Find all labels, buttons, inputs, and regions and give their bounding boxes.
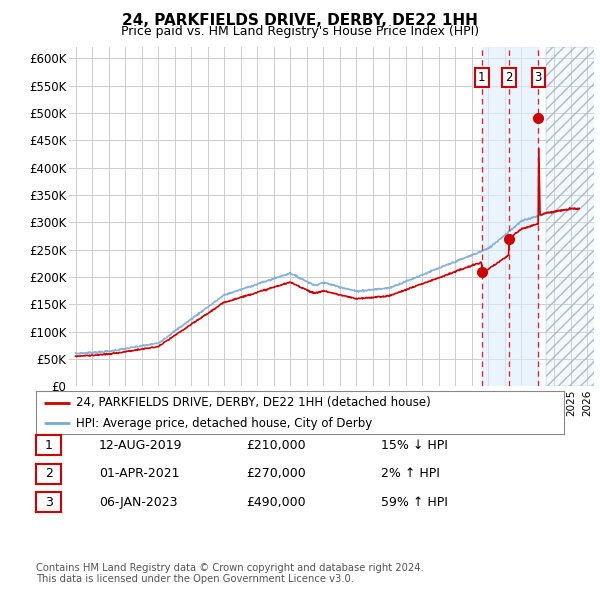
Text: 1: 1	[44, 439, 53, 452]
Text: 1: 1	[478, 71, 485, 84]
Text: 3: 3	[44, 496, 53, 509]
Text: 2: 2	[44, 467, 53, 480]
Text: 06-JAN-2023: 06-JAN-2023	[99, 496, 178, 509]
Text: 3: 3	[535, 71, 542, 84]
Text: Price paid vs. HM Land Registry's House Price Index (HPI): Price paid vs. HM Land Registry's House …	[121, 25, 479, 38]
Text: £270,000: £270,000	[246, 467, 306, 480]
Text: 15% ↓ HPI: 15% ↓ HPI	[381, 439, 448, 452]
Text: 59% ↑ HPI: 59% ↑ HPI	[381, 496, 448, 509]
Bar	[546, 47, 596, 386]
Bar	[482, 47, 538, 386]
Text: Contains HM Land Registry data © Crown copyright and database right 2024.: Contains HM Land Registry data © Crown c…	[36, 563, 424, 573]
Text: 01-APR-2021: 01-APR-2021	[99, 467, 179, 480]
Text: 12-AUG-2019: 12-AUG-2019	[99, 439, 182, 452]
Text: This data is licensed under the Open Government Licence v3.0.: This data is licensed under the Open Gov…	[36, 574, 354, 584]
Text: £210,000: £210,000	[246, 439, 305, 452]
Bar	[546, 47, 596, 386]
Text: 24, PARKFIELDS DRIVE, DERBY, DE22 1HH: 24, PARKFIELDS DRIVE, DERBY, DE22 1HH	[122, 13, 478, 28]
Text: 2% ↑ HPI: 2% ↑ HPI	[381, 467, 440, 480]
Text: HPI: Average price, detached house, City of Derby: HPI: Average price, detached house, City…	[76, 417, 372, 430]
Text: 2: 2	[505, 71, 513, 84]
Text: 24, PARKFIELDS DRIVE, DERBY, DE22 1HH (detached house): 24, PARKFIELDS DRIVE, DERBY, DE22 1HH (d…	[76, 396, 430, 409]
Text: £490,000: £490,000	[246, 496, 305, 509]
